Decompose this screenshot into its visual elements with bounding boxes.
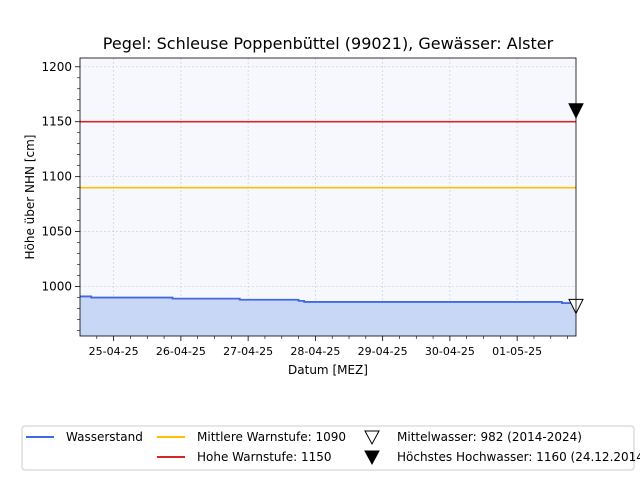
y-tick-label: 1150: [41, 115, 72, 129]
wasserstand-area: [80, 296, 576, 336]
legend-label-hohe-warnstufe: Hohe Warnstufe: 1150: [197, 450, 332, 464]
x-tick-label: 27-04-25: [223, 345, 273, 358]
y-tick-label: 1100: [41, 170, 72, 184]
legend-label-mittlere-warnstufe: Mittlere Warnstufe: 1090: [197, 430, 346, 444]
legend-label-hochwasser: Höchstes Hochwasser: 1160 (24.12.2014): [397, 450, 640, 464]
y-axis-label: Höhe über NHN [cm]: [23, 135, 37, 260]
legend-marker-mittelwasser: [364, 430, 380, 446]
y-tick-label: 1200: [41, 60, 72, 74]
legend: Wasserstand Mittlere Warnstufe: 1090 Hoh…: [21, 425, 640, 471]
legend-label-mittelwasser: Mittelwasser: 982 (2014-2024): [397, 430, 582, 444]
series-layer: [80, 295, 576, 304]
plot-background: [80, 58, 576, 336]
legend-label-wasserstand: Wasserstand: [66, 430, 143, 444]
x-axis-label: Datum [MEZ]: [288, 363, 368, 377]
legend-marker-hochwasser: [364, 450, 380, 466]
x-tick-label: 29-04-25: [358, 345, 408, 358]
plot-frame: [79, 57, 577, 337]
x-tick-label: 26-04-25: [156, 345, 206, 358]
x-axis: 25-04-25 26-04-25 27-04-25 28-04-25 29-04-25…: [89, 336, 568, 358]
area-layer: [80, 296, 576, 336]
wasserstand-line: [80, 295, 576, 304]
chart-title: Pegel: Schleuse Poppenbüttel (99021), Ge…: [103, 34, 554, 53]
reference-lines: [80, 120, 576, 189]
y-tick-label: 1050: [41, 225, 72, 239]
y-tick-label: 1000: [41, 280, 72, 294]
x-tick-label: 01-05-25: [492, 345, 542, 358]
y-axis: 1000 1050 1100 1150 1200: [41, 60, 80, 331]
x-tick-label: 30-04-25: [425, 345, 475, 358]
x-tick-label: 28-04-25: [290, 345, 340, 358]
x-tick-label: 25-04-25: [89, 345, 139, 358]
